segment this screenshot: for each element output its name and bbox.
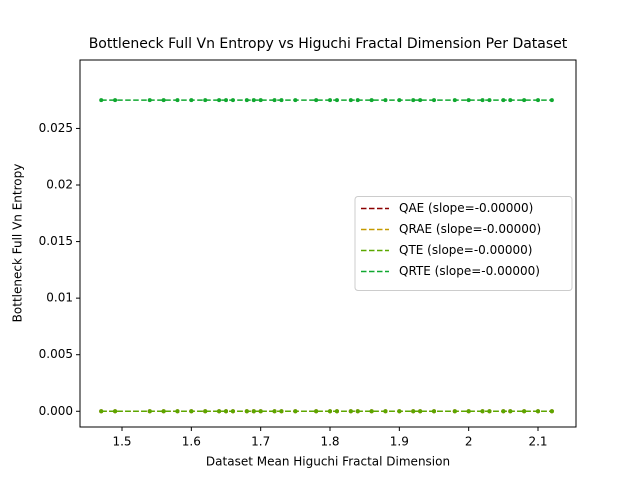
point [411,98,416,103]
plot-frame [79,59,577,428]
x-axis-label: Dataset Mean Higuchi Fractal Dimension [206,455,450,469]
legend-label: QRAE (slope=-0.00000) [399,222,541,236]
y-tick-label: 0.015 [39,234,73,248]
point [203,98,208,103]
point [411,409,416,414]
x-tick-label: 1.7 [251,435,270,449]
point [314,98,319,103]
x-tick-label: 1.9 [390,435,409,449]
point [217,98,222,103]
y-tick-label: 0.02 [46,178,73,192]
point [258,409,263,414]
legend-label: QTE (slope=-0.00000) [399,243,532,257]
legend-label: QAE (slope=-0.00000) [399,201,533,215]
point [369,409,374,414]
point [418,409,423,414]
legend-label: QRTE (slope=-0.00000) [399,264,540,278]
point [203,409,208,414]
point [369,98,374,103]
y-tick-label: 0.01 [46,291,73,305]
point [314,409,319,414]
legend-box [354,196,573,291]
point [161,409,166,414]
point [258,98,263,103]
y-tick-label: 0.025 [39,121,73,135]
point [113,409,118,414]
y-tick-label: 0.005 [39,347,73,361]
point [466,98,471,103]
x-tick-label: 1.6 [182,435,201,449]
point [217,409,222,414]
point [161,98,166,103]
x-tick-label: 1.8 [320,435,339,449]
x-tick-label: 2.1 [528,435,547,449]
x-tick-label: 2 [465,435,473,449]
point [522,409,527,414]
point [466,409,471,414]
y-axis-label: Bottleneck Full Vn Entropy [11,164,25,323]
x-tick-label: 1.5 [112,435,131,449]
point [549,409,554,414]
point [549,98,554,103]
point [522,98,527,103]
y-tick-label: 0.000 [39,404,73,418]
chart-title: Bottleneck Full Vn Entropy vs Higuchi Fr… [89,36,568,52]
point [418,98,423,103]
point [113,98,118,103]
